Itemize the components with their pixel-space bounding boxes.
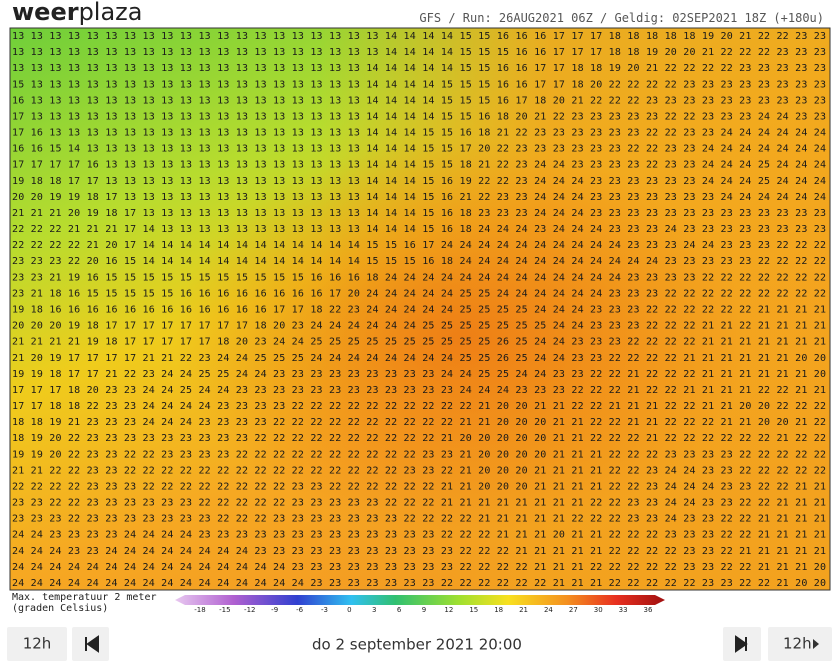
value-row: 18 19 20 22 23 23 23 23 23 23 23 23 23 2… xyxy=(12,433,826,444)
colorbar-label: 30 xyxy=(594,606,603,614)
value-row: 22 22 22 22 23 23 23 22 22 22 22 22 22 2… xyxy=(12,481,826,492)
colorbar-label: -9 xyxy=(271,606,278,614)
colorbar-label: -3 xyxy=(321,606,328,614)
value-row: 20 20 20 19 18 17 17 17 17 17 17 17 17 1… xyxy=(12,321,826,332)
value-row: 22 22 22 21 21 21 17 14 13 13 13 13 13 1… xyxy=(12,224,826,235)
current-datetime: do 2 september 2021 20:00 xyxy=(312,636,522,654)
value-row: 23 23 21 19 16 15 15 15 15 15 15 15 15 1… xyxy=(12,272,826,283)
colorbar-label: 27 xyxy=(569,606,578,614)
map-border xyxy=(9,27,831,591)
colorbar-label: 33 xyxy=(619,606,628,614)
colorbar-label: -6 xyxy=(296,606,304,614)
value-row: 13 13 13 13 13 13 13 13 13 13 13 13 13 1… xyxy=(12,63,826,74)
value-row: 17 13 13 13 13 13 13 13 13 13 13 13 13 1… xyxy=(12,111,826,122)
value-row: 16 16 15 14 13 13 13 13 13 13 13 13 13 1… xyxy=(12,144,826,155)
step-back-button[interactable] xyxy=(7,627,67,661)
footer: 12h do 2 september 2021 20:00 12h xyxy=(7,627,832,661)
value-row: 15 13 13 13 13 13 13 13 13 13 13 13 13 1… xyxy=(12,79,826,90)
colorbar-label: 21 xyxy=(519,606,528,614)
colorbar-label: 9 xyxy=(422,606,426,614)
value-row: 16 13 13 13 13 13 13 13 13 13 13 13 13 1… xyxy=(12,95,826,106)
value-row: 19 19 20 22 23 23 22 22 23 23 23 23 22 2… xyxy=(12,449,826,460)
logo-light: plaza xyxy=(79,0,143,26)
colorbar-label: 18 xyxy=(494,606,503,614)
step-back-label[interactable]: 12h xyxy=(23,635,52,653)
value-row: 21 21 21 21 19 18 17 17 17 17 17 18 20 2… xyxy=(12,337,826,348)
colorbar-label: 3 xyxy=(372,606,376,614)
legend-subtitle: (graden Celsius) xyxy=(12,603,108,614)
logo-bold: weer xyxy=(12,0,79,26)
colorbar-label: -18 xyxy=(194,606,205,614)
colorbar-label: 6 xyxy=(397,606,402,614)
value-row: 13 13 13 13 13 13 13 13 13 13 13 13 13 1… xyxy=(12,31,826,42)
value-row: 21 20 19 17 17 17 17 21 21 22 23 24 24 2… xyxy=(12,353,826,364)
last-icon xyxy=(735,635,748,653)
value-row: 23 21 18 16 15 15 15 15 15 16 16 16 16 1… xyxy=(12,288,826,299)
value-row: 23 23 23 22 23 23 23 23 23 23 23 22 22 2… xyxy=(12,514,826,525)
value-row: 22 22 22 22 21 20 17 14 14 14 14 14 14 1… xyxy=(12,240,826,251)
value-row: 23 23 23 22 20 16 15 14 14 14 14 14 14 1… xyxy=(12,256,826,267)
colorbar-label: -15 xyxy=(219,606,230,614)
legend-title: Max. temperatuur 2 meter xyxy=(12,592,157,603)
colorbar-label: 24 xyxy=(544,606,553,614)
colorbar-label: 0 xyxy=(347,606,351,614)
value-row: 21 21 22 22 23 23 22 22 22 22 22 22 22 2… xyxy=(12,465,826,476)
map: 13 13 13 13 13 13 13 13 13 13 13 13 13 1… xyxy=(9,27,831,591)
value-row: 23 23 22 22 23 23 23 23 23 23 22 22 22 2… xyxy=(12,498,826,509)
value-row: 19 19 18 17 17 21 22 23 24 24 25 25 24 2… xyxy=(12,369,826,380)
step-forward-button[interactable] xyxy=(768,627,832,661)
value-row: 18 18 19 21 23 23 23 24 24 24 23 23 23 2… xyxy=(12,417,826,428)
run-info: GFS / Run: 26AUG2021 06Z / Geldig: 02SEP… xyxy=(419,11,824,25)
value-row: 24 24 24 24 24 24 24 24 24 24 24 24 24 2… xyxy=(12,578,826,589)
value-row: 24 24 23 23 23 23 24 24 24 24 23 23 23 2… xyxy=(12,530,826,541)
colorbar xyxy=(175,595,665,605)
value-row: 24 24 24 23 23 24 24 24 24 24 24 24 24 2… xyxy=(12,546,826,557)
value-row: 21 21 21 20 19 18 17 13 13 13 13 13 13 1… xyxy=(12,208,826,219)
logo: weerplaza xyxy=(12,0,142,26)
colorbar-label: 15 xyxy=(469,606,478,614)
legend: Max. temperatuur 2 meter (graden Celsius… xyxy=(12,592,665,614)
value-row: 17 17 17 18 20 23 23 24 24 25 24 24 23 2… xyxy=(12,385,826,396)
colorbar-labels: -18 -15 -12 -9 -6 -3 0 3 6 9 12 15 18 21 24 27 30 33 36 xyxy=(194,606,653,614)
first-icon xyxy=(85,635,99,653)
value-row: 17 17 17 17 16 13 13 13 13 13 13 13 13 1… xyxy=(12,160,826,171)
value-grid: 13 13 13 13 13 13 13 13 13 13 13 13 13 1… xyxy=(12,31,826,589)
value-row: 17 17 18 18 22 23 23 24 24 24 24 23 23 2… xyxy=(12,401,826,412)
map-hotspot xyxy=(10,28,830,590)
step-forward-label[interactable]: 12h xyxy=(783,635,812,653)
value-row: 20 20 19 19 18 17 13 13 13 13 13 13 13 1… xyxy=(12,192,826,203)
colorbar-label: 36 xyxy=(644,606,653,614)
value-row: 24 24 24 24 24 24 24 24 24 24 24 24 24 2… xyxy=(12,562,826,573)
colorbar-label: 12 xyxy=(444,606,453,614)
value-row: 17 16 13 13 13 13 13 13 13 13 13 13 13 1… xyxy=(12,128,826,139)
step-forward-icon xyxy=(813,639,819,649)
value-row: 19 18 18 17 17 13 13 13 13 13 13 13 13 1… xyxy=(12,176,826,187)
value-row: 19 18 16 16 16 16 16 16 16 16 16 16 16 1… xyxy=(12,305,826,316)
colorbar-label: -12 xyxy=(244,606,255,614)
value-row: 13 13 13 13 13 13 13 13 13 13 13 13 13 1… xyxy=(12,47,826,58)
